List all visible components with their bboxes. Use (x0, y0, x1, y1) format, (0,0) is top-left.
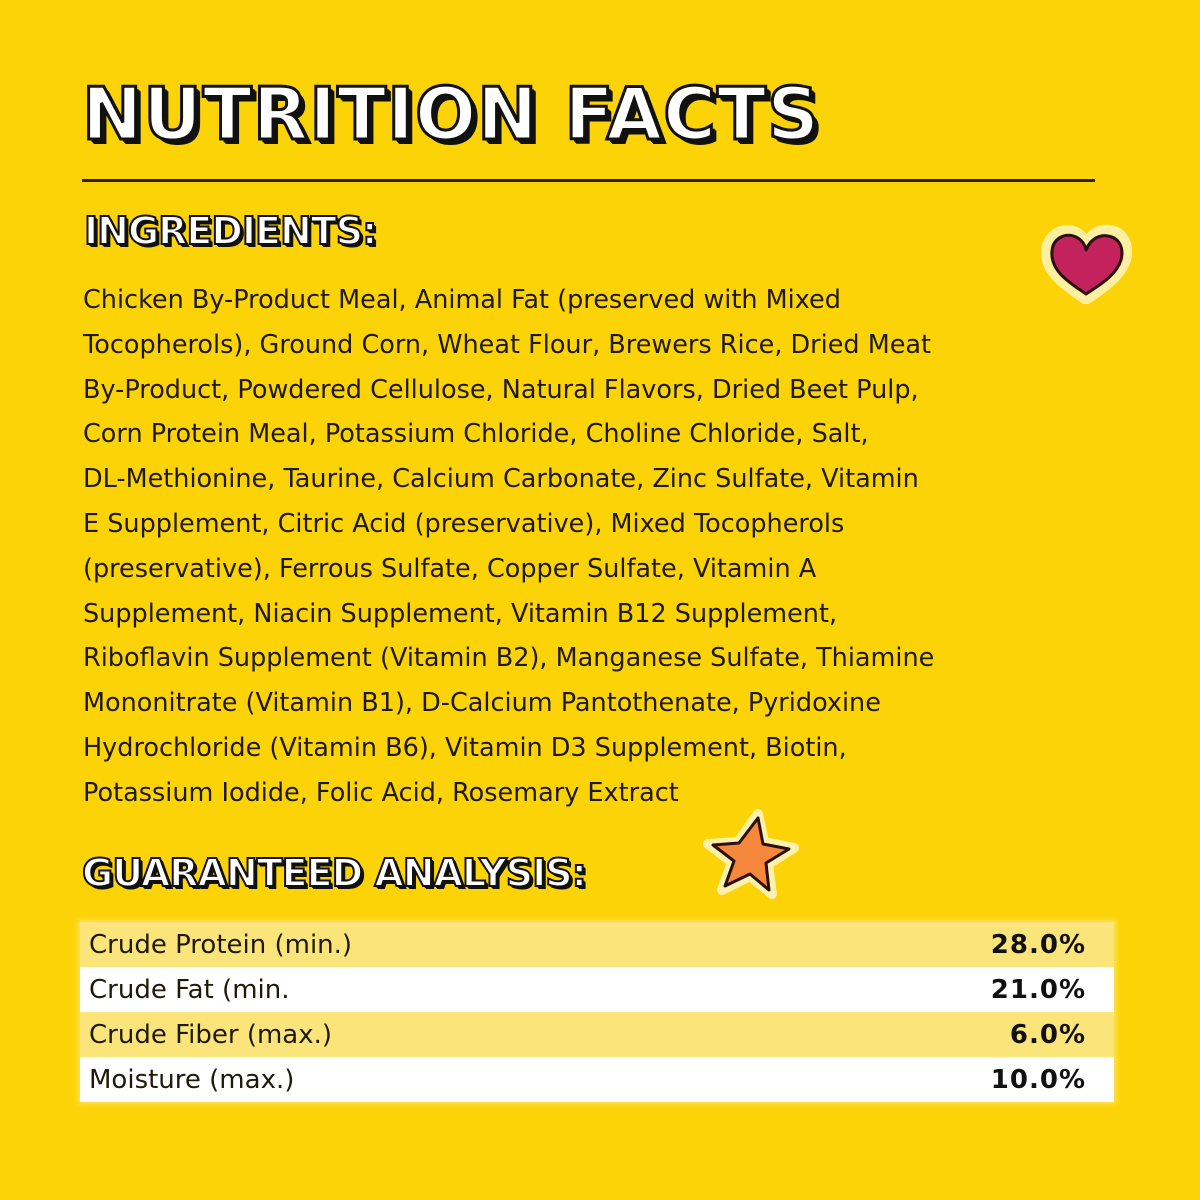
guaranteed-analysis-table: Crude Protein (min.) 28.0% Crude Fat (mi… (80, 922, 1114, 1102)
table-row: Crude Protein (min.) 28.0% (80, 922, 1114, 967)
guaranteed-analysis-heading: GUARANTEED ANALYSIS: (81, 851, 588, 895)
ingredients-line: DL-Methionine, Taurine, Calcium Carbonat… (83, 464, 919, 495)
ingredients-line: Corn Protein Meal, Potassium Chloride, C… (83, 419, 869, 450)
ingredients-line: Mononitrate (Vitamin B1), D-Calcium Pant… (83, 688, 881, 719)
nutrient-value: 10.0% (990, 1064, 1086, 1095)
heart-icon (1040, 224, 1132, 304)
nutrient-value: 6.0% (1009, 1019, 1086, 1050)
ingredients-list: Chicken By-Product Meal, Animal Fat (pre… (83, 278, 1113, 816)
ingredients-line: Supplement, Niacin Supplement, Vitamin B… (83, 598, 838, 629)
nutrient-label: Crude Protein (min.) (89, 929, 353, 960)
table-row: Crude Fiber (max.) 6.0% (80, 1012, 1114, 1057)
page-title: NUTRITION FACTS (81, 72, 821, 156)
nutrient-value: 21.0% (990, 974, 1086, 1005)
ingredients-line: Chicken By-Product Meal, Animal Fat (pre… (83, 285, 841, 315)
nutrient-label: Crude Fat (min. (89, 974, 290, 1005)
table-row: Crude Fat (min. 21.0% (80, 967, 1114, 1012)
title-divider (82, 179, 1095, 182)
nutrient-label: Crude Fiber (max.) (89, 1019, 333, 1050)
ingredients-line: Tocopherols), Ground Corn, Wheat Flour, … (83, 329, 932, 360)
ingredients-line: Hydrochloride (Vitamin B6), Vitamin D3 S… (83, 732, 847, 763)
star-icon (703, 809, 799, 899)
ingredients-line: By-Product, Powdered Cellulose, Natural … (83, 374, 919, 405)
ingredients-line: (preservative), Ferrous Sulfate, Copper … (83, 553, 817, 584)
table-row: Moisture (max.) 10.0% (80, 1057, 1114, 1102)
nutrient-label: Moisture (max.) (89, 1064, 295, 1095)
ingredients-line: E Supplement, Citric Acid (preservative)… (83, 508, 845, 539)
ingredients-line: Riboflavin Supplement (Vitamin B2), Mang… (83, 643, 935, 674)
ingredients-line: Potassium Iodide, Folic Acid, Rosemary E… (83, 777, 679, 808)
nutrient-value: 28.0% (990, 929, 1086, 960)
ingredients-heading: INGREDIENTS: (83, 209, 378, 253)
